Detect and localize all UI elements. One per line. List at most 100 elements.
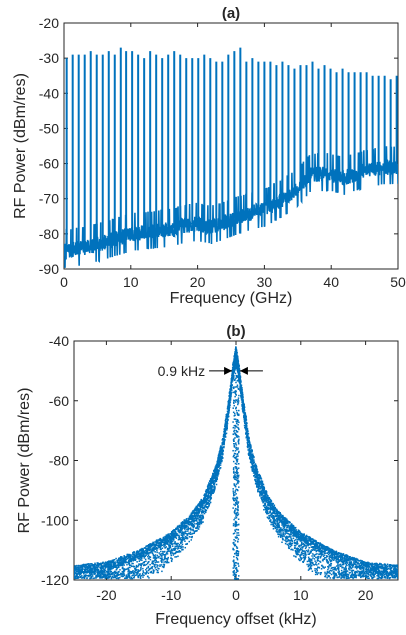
- scatter-point: [314, 567, 316, 570]
- scatter-point: [276, 517, 278, 520]
- scatter-point: [142, 567, 144, 570]
- scatter-point: [353, 574, 356, 576]
- scatter-point: [122, 557, 124, 559]
- scatter-point: [224, 428, 226, 430]
- scatter-point: [122, 561, 125, 564]
- scatter-point: [217, 459, 219, 461]
- scatter-point: [172, 554, 175, 556]
- scatter-point: [134, 570, 136, 572]
- scatter-point: [147, 569, 150, 572]
- scatter-point: [344, 574, 347, 576]
- scatter-point: [313, 549, 316, 551]
- scatter-point: [362, 569, 365, 571]
- scatter-point: [357, 561, 359, 564]
- scatter-point: [103, 570, 105, 572]
- scatter-point: [275, 508, 278, 510]
- scatter-point: [89, 569, 92, 572]
- scatter-point: [229, 389, 232, 392]
- scatter-point: [297, 535, 299, 538]
- scatter-point: [308, 563, 310, 566]
- scatter-point: [329, 549, 331, 551]
- scatter-point: [376, 562, 378, 565]
- scatter-point: [296, 552, 299, 554]
- scatter-point: [119, 576, 121, 579]
- scatter-point: [107, 572, 110, 574]
- scatter-point: [324, 550, 326, 553]
- scatter-point: [282, 517, 285, 520]
- scatter-point: [303, 534, 305, 536]
- scatter-point: [260, 490, 263, 492]
- scatter-point: [239, 387, 241, 389]
- scatter-point: [117, 577, 120, 580]
- scatter-point: [111, 575, 114, 578]
- scatter-point: [94, 571, 96, 574]
- scatter-point: [130, 576, 133, 579]
- y-tick-label: -60: [49, 393, 69, 409]
- scatter-point: [265, 498, 267, 500]
- scatter-point: [250, 444, 252, 447]
- scatter-point: [182, 536, 185, 539]
- scatter-point: [332, 569, 334, 571]
- scatter-point: [295, 556, 297, 558]
- scatter-point: [268, 512, 270, 515]
- scatter-point: [198, 502, 201, 505]
- scatter-point: [375, 565, 378, 567]
- scatter-point: [256, 472, 259, 475]
- scatter-point: [156, 551, 158, 554]
- scatter-point: [176, 551, 179, 553]
- scatter-point: [211, 478, 214, 481]
- scatter-point: [211, 487, 213, 489]
- scatter-point: [375, 569, 377, 571]
- scatter-point: [104, 575, 107, 578]
- scatter-point: [216, 462, 219, 464]
- scatter-point: [325, 546, 328, 548]
- scatter-point: [316, 558, 319, 561]
- scatter-point: [284, 536, 287, 538]
- scatter-point: [300, 532, 303, 535]
- scatter-point: [268, 507, 270, 510]
- scatter-point: [215, 469, 217, 471]
- scatter-point: [127, 572, 129, 574]
- scatter-point: [388, 565, 390, 567]
- scatter-point: [129, 564, 132, 567]
- scatter-point: [94, 566, 97, 568]
- scatter-point: [87, 564, 90, 567]
- scatter-point: [123, 564, 125, 566]
- scatter-point: [146, 544, 149, 547]
- scatter-point: [244, 412, 247, 414]
- scatter-point: [285, 524, 287, 526]
- scatter-point: [125, 574, 128, 576]
- scatter-point: [122, 562, 125, 564]
- scatter-point: [308, 552, 311, 554]
- scatter-point: [349, 565, 351, 568]
- scatter-point: [260, 481, 263, 484]
- scatter-point: [141, 559, 143, 562]
- scatter-point: [181, 528, 183, 530]
- scatter-point: [289, 543, 292, 546]
- scatter-point: [141, 572, 144, 575]
- scatter-point: [223, 443, 225, 446]
- scatter-point: [175, 537, 178, 539]
- scatter-point: [186, 537, 189, 540]
- scatter-point: [200, 512, 203, 514]
- scatter-point: [315, 556, 317, 559]
- scatter-point: [192, 510, 194, 513]
- scatter-point: [167, 550, 170, 552]
- scatter-point: [113, 563, 116, 565]
- scatter-point: [90, 563, 92, 565]
- scatter-point: [239, 375, 242, 377]
- scatter-point: [206, 503, 208, 505]
- scatter-point: [187, 523, 189, 526]
- scatter-point: [288, 543, 291, 545]
- scatter-point: [386, 577, 389, 579]
- scatter-point: [257, 478, 259, 481]
- scatter-point: [271, 521, 273, 524]
- scatter-point: [314, 560, 316, 562]
- scatter-point: [272, 508, 275, 510]
- scatter-point: [386, 570, 389, 573]
- scatter-point: [164, 558, 166, 560]
- scatter-point: [157, 542, 159, 544]
- scatter-point: [140, 565, 143, 567]
- scatter-point: [200, 498, 203, 501]
- scatter-point: [207, 494, 209, 497]
